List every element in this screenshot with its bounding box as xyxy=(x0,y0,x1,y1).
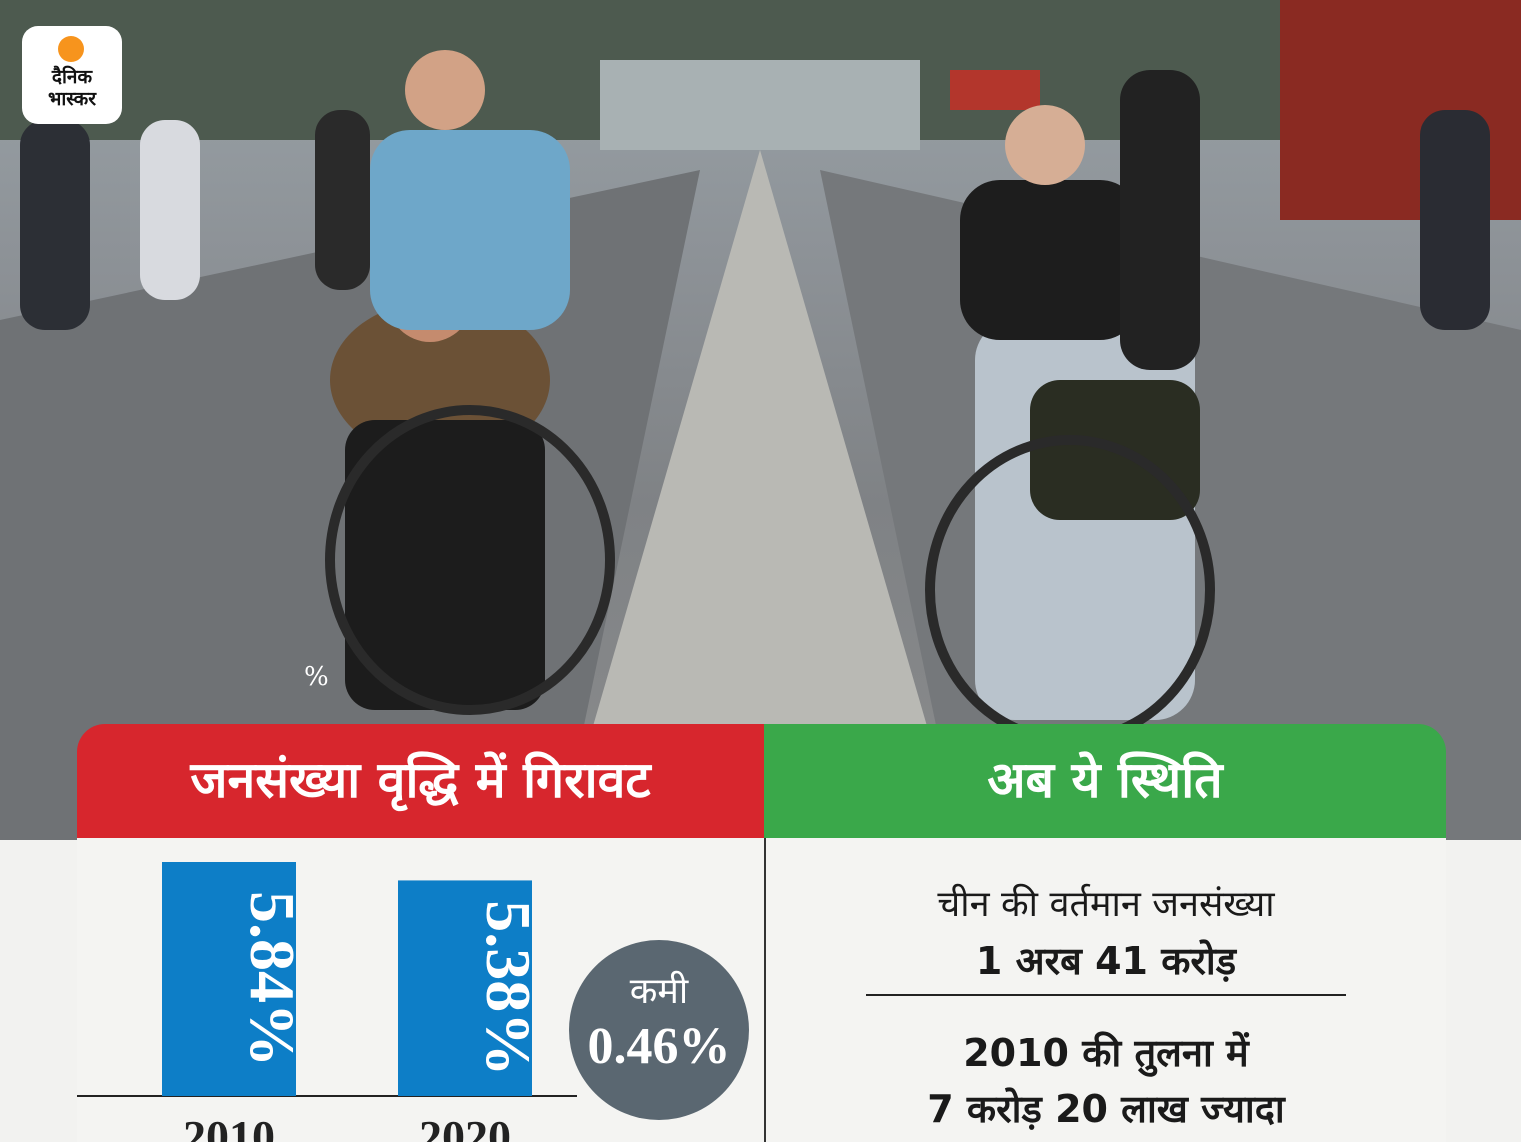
decline-title: कमी xyxy=(630,970,689,1012)
bar-value-label-2010: 5.84% xyxy=(237,891,308,1067)
current-population-label: चीन की वर्तमान जनसंख्या xyxy=(937,884,1275,925)
stat-separator xyxy=(866,994,1346,996)
street-scene-illustration xyxy=(0,0,1521,840)
year-label-2020: 2020 xyxy=(419,1111,511,1142)
panel-divider xyxy=(764,838,766,1142)
info-panel: जनसंख्या वृद्धि में गिरावट अब ये स्थिति … xyxy=(77,724,1446,1142)
left-header: जनसंख्या वृद्धि में गिरावट xyxy=(77,724,764,838)
current-population-value: 1 अरब 41 करोड़ xyxy=(975,939,1237,983)
growth-chart-area: 5.84% 2010 5.38% 2020 कमी 0.46% xyxy=(77,838,764,1142)
logo-line1: दैनिक xyxy=(51,66,93,88)
bar-value-label-2020: 5.38% xyxy=(473,900,544,1076)
right-header-title: अब ये स्थिति xyxy=(987,751,1223,809)
growth-rate-bar-chart: 5.84% 2010 5.38% 2020 कमी 0.46% xyxy=(77,862,749,1142)
decline-circle xyxy=(569,940,749,1120)
photo-percent-fragment: % xyxy=(304,662,329,692)
bar-2010 xyxy=(162,862,296,1096)
decline-value: 0.46% xyxy=(588,1018,731,1075)
dainik-bhaskar-logo: दैनिक भास्कर xyxy=(22,26,122,124)
logo-line2: भास्कर xyxy=(47,88,97,110)
background-photo xyxy=(0,0,1521,840)
left-header-title: जनसंख्या वृद्धि में गिरावट xyxy=(190,751,651,809)
bar-2020 xyxy=(398,880,532,1096)
comparison-label: 2010 की तुलना में xyxy=(963,1031,1249,1075)
year-label-2010: 2010 xyxy=(183,1111,275,1142)
right-header: अब ये स्थिति xyxy=(764,724,1446,838)
current-status-area: चीन की वर्तमान जनसंख्या 1 अरब 41 करोड़ 2… xyxy=(766,838,1446,1142)
comparison-value: 7 करोड़ 20 लाख ज्यादा xyxy=(927,1087,1285,1131)
logo-sun-icon xyxy=(58,36,84,62)
